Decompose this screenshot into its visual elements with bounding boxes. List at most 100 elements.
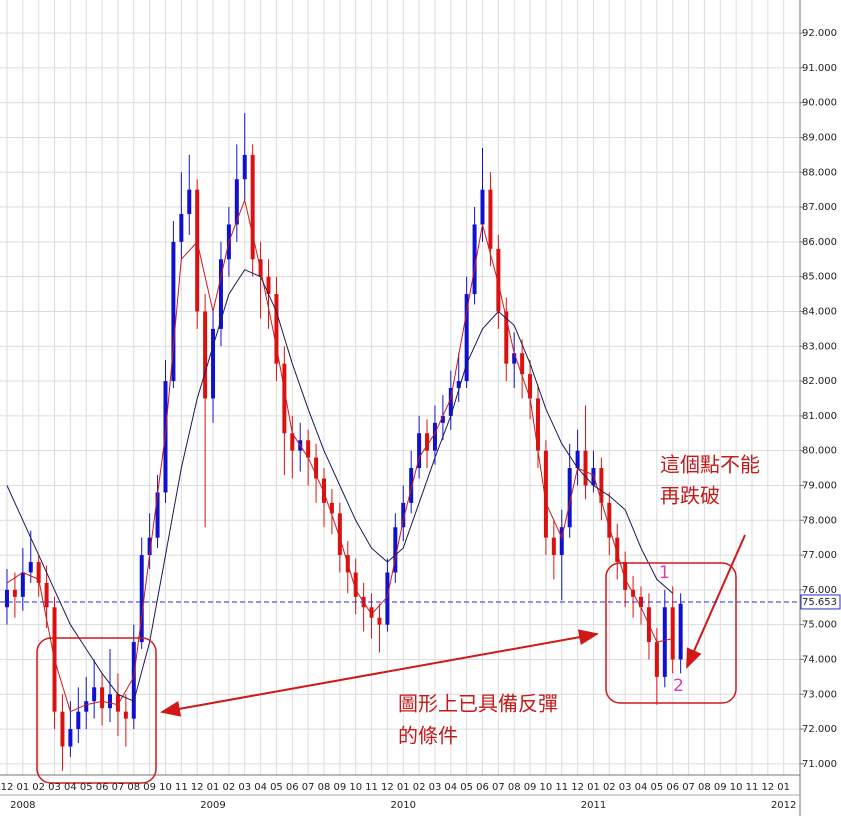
x-tick-label: 03 <box>238 782 251 793</box>
candle-body <box>115 694 120 712</box>
x-tick-label: 09 <box>524 782 537 793</box>
candle-body <box>171 241 176 382</box>
x-tick-label: 01 <box>397 782 410 793</box>
x-tick-label: 01 <box>16 782 29 793</box>
candle-body <box>92 687 97 702</box>
candle-body <box>567 468 572 528</box>
candle-body <box>623 562 628 590</box>
candle-body <box>321 478 326 503</box>
y-tick-label: 79.000 <box>802 480 837 491</box>
candle-body <box>385 572 390 625</box>
candle-body <box>274 294 279 364</box>
candle-body <box>535 398 540 451</box>
candle-body <box>36 562 41 583</box>
x-tick-label: 11 <box>555 782 568 793</box>
candle-body <box>234 179 239 225</box>
x-tick-label: 08 <box>127 782 140 793</box>
y-tick-label: 74.000 <box>802 654 837 665</box>
point-label: 2 <box>673 676 684 696</box>
candle-body <box>155 492 160 538</box>
candle-body <box>4 589 9 608</box>
year-label: 2011 <box>581 800 606 811</box>
candle-body <box>147 537 152 556</box>
y-tick-label: 71.000 <box>802 759 837 770</box>
candle-body <box>179 214 184 242</box>
candle-body <box>68 729 73 747</box>
x-tick-label: 04 <box>444 782 457 793</box>
x-tick-label: 01 <box>777 782 790 793</box>
y-tick-label: 81.000 <box>802 411 837 422</box>
last-price-box <box>800 594 841 610</box>
candle-body <box>575 450 580 469</box>
x-tick-label: 06 <box>286 782 299 793</box>
x-tick-label: 09 <box>714 782 727 793</box>
candle-body <box>432 422 437 451</box>
x-tick-label: 05 <box>80 782 93 793</box>
candle-body <box>496 248 501 312</box>
x-tick-label: 02 <box>413 782 426 793</box>
candle-body <box>250 154 255 260</box>
candle-body <box>472 224 477 295</box>
arrow <box>686 534 746 669</box>
candle-body <box>139 555 144 643</box>
candle-body <box>480 189 485 225</box>
candle-body <box>195 189 200 312</box>
candle-body <box>440 415 445 423</box>
y-tick-label: 85.000 <box>802 272 837 283</box>
candle-body <box>583 450 588 486</box>
x-tick-label: 02 <box>603 782 616 793</box>
candle-body <box>409 468 414 503</box>
candle-body <box>314 457 319 479</box>
candle-body <box>654 642 659 677</box>
candle-body <box>187 189 192 215</box>
x-tick-label: 04 <box>64 782 77 793</box>
x-tick-label: 12 <box>571 782 584 793</box>
x-tick-label: 08 <box>698 782 711 793</box>
y-tick-label: 78.000 <box>802 515 837 526</box>
candle-body <box>599 468 604 503</box>
candle-body <box>662 607 667 677</box>
candle-body <box>591 468 596 486</box>
x-tick-label: 11 <box>175 782 188 793</box>
year-label: 2010 <box>391 800 416 811</box>
arrow <box>160 629 599 717</box>
last-price-label: 75.653 <box>802 597 837 608</box>
x-tick-label: 04 <box>254 782 267 793</box>
y-tick-label: 75.000 <box>802 620 837 631</box>
plot <box>4 113 683 771</box>
x-tick-label: 03 <box>619 782 632 793</box>
candle-body <box>543 450 548 538</box>
annotation: 的條件 <box>398 724 458 748</box>
candle-body <box>306 440 311 458</box>
x-tick-label: 06 <box>96 782 109 793</box>
x-tick-label: 06 <box>666 782 679 793</box>
y-tick-label: 89.000 <box>802 132 837 143</box>
point-label: 1 <box>659 563 670 583</box>
x-tick-label: 05 <box>270 782 283 793</box>
candle-body <box>242 154 247 180</box>
candle-body <box>282 363 287 434</box>
x-tick-label: 07 <box>682 782 695 793</box>
candle-body <box>607 502 612 538</box>
candle-body <box>203 311 208 399</box>
candle-body <box>528 374 533 399</box>
x-tick-label: 01 <box>207 782 220 793</box>
candle-body <box>353 572 358 597</box>
y-tick-label: 80.000 <box>802 446 837 457</box>
y-tick-label: 91.000 <box>802 63 837 74</box>
x-tick-label: 08 <box>318 782 331 793</box>
x-tick-label: 09 <box>143 782 156 793</box>
candle-body <box>131 642 136 719</box>
x-tick-label: 10 <box>159 782 172 793</box>
y-tick-label: 73.000 <box>802 689 837 700</box>
x-tick-label: 12 <box>381 782 394 793</box>
candle-body <box>448 388 453 416</box>
y-tick-label: 77.000 <box>802 550 837 561</box>
x-tick-label: 11 <box>746 782 759 793</box>
x-tick-label: 05 <box>650 782 663 793</box>
x-tick-label: 06 <box>476 782 489 793</box>
y-tick-label: 76.000 <box>802 585 837 596</box>
y-tick-label: 87.000 <box>802 202 837 213</box>
candle-body <box>369 607 374 618</box>
x-tick-label: 02 <box>32 782 45 793</box>
